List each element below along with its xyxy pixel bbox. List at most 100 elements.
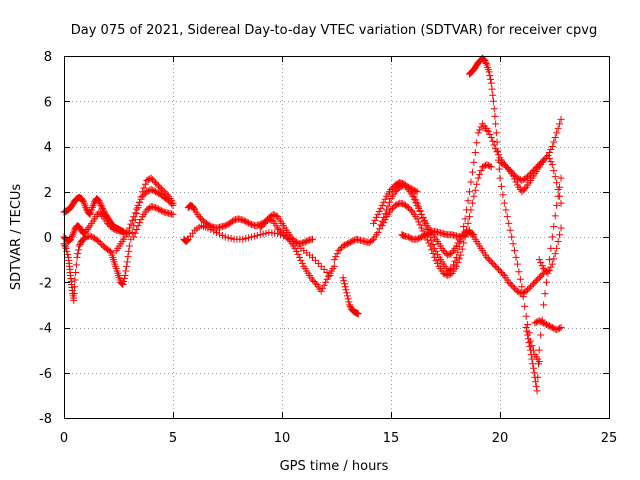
data-point (508, 233, 516, 241)
data-point (340, 241, 348, 249)
data-point (496, 158, 504, 166)
data-point (492, 145, 500, 153)
data-point (464, 197, 472, 205)
data-point (473, 180, 481, 188)
data-point (85, 210, 93, 218)
data-point (336, 245, 344, 253)
data-point (413, 235, 421, 243)
data-point (339, 274, 347, 282)
data-point (157, 207, 165, 215)
data-point (256, 224, 264, 232)
data-point (282, 233, 290, 241)
data-point (495, 265, 503, 273)
data-point (452, 253, 460, 261)
data-point (72, 268, 80, 276)
data-point (349, 237, 357, 245)
data-point (122, 267, 130, 275)
data-point (419, 232, 427, 240)
data-point (86, 232, 94, 240)
data-point (83, 205, 91, 213)
data-point (134, 201, 142, 209)
data-point (374, 228, 382, 236)
data-point (412, 187, 420, 195)
data-point (541, 320, 549, 328)
x-tick-label: 5 (169, 431, 177, 446)
data-point (402, 182, 410, 190)
data-point (537, 259, 545, 267)
data-point (168, 200, 176, 208)
data-point (100, 207, 108, 215)
data-point (183, 237, 191, 245)
data-point (154, 205, 162, 213)
data-point (345, 298, 353, 306)
data-point (96, 239, 104, 247)
data-point (553, 326, 561, 334)
data-point (479, 163, 487, 171)
data-point (522, 312, 530, 320)
series-arc-r (496, 152, 565, 207)
data-point (547, 146, 555, 154)
gridlines (64, 56, 609, 418)
data-point (423, 230, 431, 238)
data-point (470, 231, 478, 239)
data-point (245, 234, 253, 242)
data-point (223, 221, 231, 229)
series-arc-h (180, 222, 334, 279)
data-point (150, 177, 158, 185)
data-point (509, 172, 517, 180)
data-point (259, 230, 267, 238)
data-point (120, 277, 128, 285)
series-arc-g (184, 201, 317, 248)
data-point (489, 97, 497, 105)
data-point (553, 244, 561, 252)
data-point (128, 216, 136, 224)
data-point (330, 256, 338, 264)
data-point (121, 271, 129, 279)
data-point (74, 250, 82, 258)
data-point (557, 174, 565, 182)
data-point (108, 224, 116, 232)
data-point (262, 218, 270, 226)
data-point (484, 255, 492, 263)
data-point (486, 72, 494, 80)
data-point (272, 212, 280, 220)
data-point (380, 198, 388, 206)
data-point (141, 180, 149, 188)
data-point (384, 202, 392, 210)
data-point (503, 213, 511, 221)
data-point (131, 209, 139, 217)
data-point (343, 289, 351, 297)
series-arc-e (112, 185, 177, 255)
data-point (128, 228, 136, 236)
data-point (490, 105, 498, 113)
data-point (554, 124, 562, 132)
series-arc-o (398, 227, 478, 243)
data-point (486, 256, 494, 264)
data-point (265, 215, 273, 223)
data-point (516, 275, 524, 283)
data-point (547, 158, 555, 166)
data-point (518, 290, 526, 298)
data-point (387, 206, 395, 214)
data-point (406, 205, 414, 213)
data-point (122, 230, 130, 238)
data-point (98, 203, 106, 211)
data-point (513, 260, 521, 268)
series-arc-k (339, 274, 362, 318)
data-point (496, 174, 504, 182)
data-point (470, 158, 478, 166)
data-point (420, 231, 428, 239)
data-point (300, 239, 308, 247)
data-point (137, 216, 145, 224)
data-point (534, 373, 542, 381)
data-point (531, 319, 539, 327)
series-arc-m (378, 161, 495, 279)
data-point (532, 277, 540, 285)
data-point (439, 247, 447, 255)
data-point (381, 216, 389, 224)
data-point (95, 197, 103, 205)
data-point (464, 219, 472, 227)
data-point (503, 164, 511, 172)
data-point (169, 201, 177, 209)
data-point (159, 186, 167, 194)
